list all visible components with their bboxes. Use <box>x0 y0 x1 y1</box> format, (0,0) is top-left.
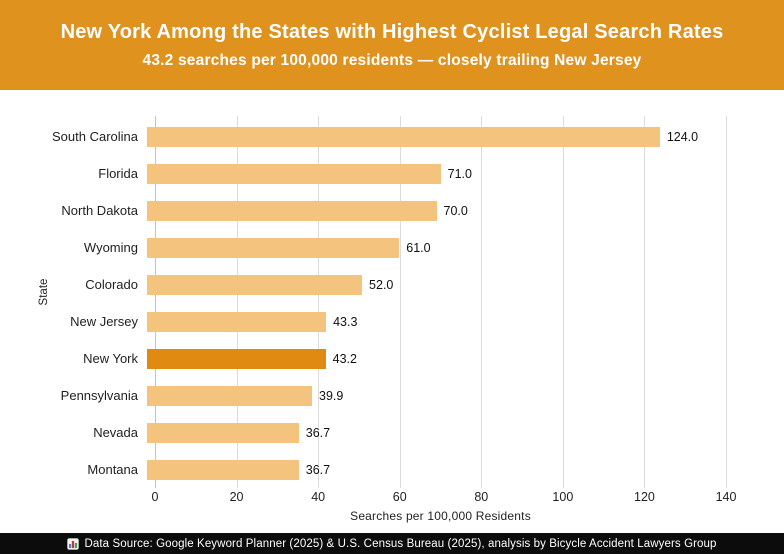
bar-track: 43.2 <box>147 348 726 369</box>
bar-value-label: 52.0 <box>369 277 394 292</box>
bar <box>147 274 363 295</box>
source-text: Data Source: Google Keyword Planner (202… <box>84 537 717 550</box>
y-axis-category-label: New York <box>83 351 138 366</box>
x-axis-tick-label: 0 <box>151 490 159 504</box>
bar-track: 36.7 <box>147 459 726 480</box>
bar-chart: South Carolina 124.0 Florida 71.0 North Dako… <box>0 90 784 533</box>
bar-value-label: 43.3 <box>333 314 358 329</box>
y-axis-category-label: North Dakota <box>61 203 138 218</box>
x-axis-tick-label: 100 <box>552 490 574 504</box>
gridline <box>155 116 156 488</box>
bar-row: Florida 71.0 <box>0 155 726 192</box>
bar-value-label: 43.2 <box>332 351 357 366</box>
bar-rows: South Carolina 124.0 Florida 71.0 North Dako… <box>0 118 726 488</box>
bar-track: 52.0 <box>147 274 726 295</box>
bar-row: New York 43.2 <box>0 340 726 377</box>
bar-row: South Carolina 124.0 <box>0 118 726 155</box>
y-axis-category-label: South Carolina <box>52 129 138 144</box>
bar <box>147 163 441 184</box>
bar <box>147 459 299 480</box>
bar-value-label: 61.0 <box>406 240 431 255</box>
page-subtitle: 43.2 searches per 100,000 residents — cl… <box>142 51 642 69</box>
bar-track: 124.0 <box>147 126 726 147</box>
page-title: New York Among the States with Highest C… <box>60 20 724 43</box>
bar-row: New Jersey 43.3 <box>0 303 726 340</box>
gridline <box>399 116 401 488</box>
highlighted-bar <box>147 348 326 369</box>
bar-value-label: 36.7 <box>305 425 331 440</box>
gridline <box>481 116 483 488</box>
x-axis-label: Searches per 100,000 Residents <box>350 509 531 523</box>
bar-row: Wyoming 61.0 <box>0 229 726 266</box>
y-axis-category-label: Pennsylvania <box>60 388 138 403</box>
bar-value-label: 71.0 <box>447 166 472 181</box>
y-axis-category-label: Wyoming <box>83 240 138 255</box>
bar-row: Pennsylvania 39.9 <box>0 377 726 414</box>
bar-value-label: 39.9 <box>319 388 344 403</box>
y-axis-category-label: Montana <box>87 462 138 477</box>
x-axis-tick-label: 60 <box>392 490 407 504</box>
bar-track: 71.0 <box>147 163 726 184</box>
x-axis-tick-label: 40 <box>311 490 326 504</box>
bar-row: Nevada 36.7 <box>0 414 726 451</box>
y-axis-category-label: Florida <box>98 166 138 181</box>
bar-row: Colorado 52.0 <box>0 266 726 303</box>
gridline <box>318 116 320 488</box>
bar-track: 36.7 <box>147 422 726 443</box>
bar-value-label: 36.7 <box>305 462 331 477</box>
bar-track: 39.9 <box>147 385 726 406</box>
gridline <box>562 116 564 488</box>
bar <box>147 237 400 258</box>
y-axis-category-label: Nevada <box>93 425 138 440</box>
gridline <box>236 116 238 488</box>
bar <box>147 422 299 443</box>
x-axis-tick-label: 140 <box>715 490 737 504</box>
bar-track: 70.0 <box>147 200 726 221</box>
y-axis-category-label: Colorado <box>85 277 138 292</box>
bar-row: North Dakota 70.0 <box>0 192 726 229</box>
y-axis-label: State <box>38 278 50 306</box>
bar-value-label: 124.0 <box>666 129 699 144</box>
x-axis-ticks: 0 20 40 60 80 100 120 140 <box>151 490 737 506</box>
bar <box>147 200 437 221</box>
gridline <box>644 116 646 488</box>
y-axis-category-label: New Jersey <box>70 314 138 329</box>
x-axis-tick-label: 80 <box>474 490 489 504</box>
x-axis-tick-label: 120 <box>633 490 655 504</box>
bar-value-label: 70.0 <box>443 203 468 218</box>
header-banner: New York Among the States with Highest C… <box>0 0 784 90</box>
bar <box>147 385 312 406</box>
bar-chart-icon <box>67 537 80 550</box>
x-axis-tick-label: 20 <box>229 490 244 504</box>
bar <box>147 126 660 147</box>
bar-track: 61.0 <box>147 237 726 258</box>
plot-gridlines <box>155 116 727 488</box>
bar-track: 43.3 <box>147 311 726 332</box>
source-footer: Data Source: Google Keyword Planner (202… <box>0 533 784 554</box>
bar-row: Montana 36.7 <box>0 451 726 488</box>
bar <box>147 311 327 332</box>
gridline <box>726 116 727 488</box>
